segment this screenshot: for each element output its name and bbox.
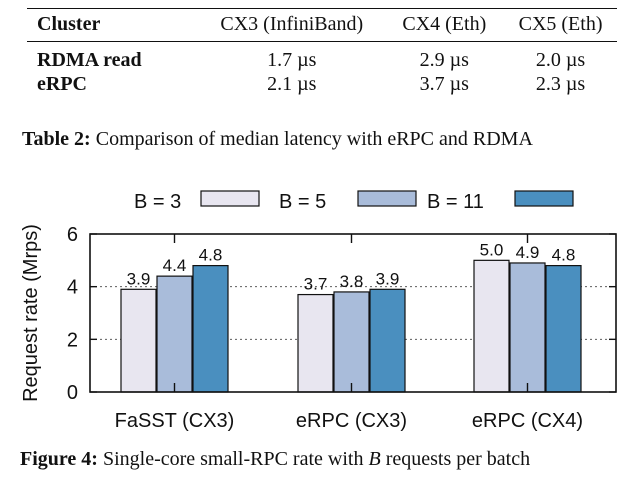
y-tick-label: 6 bbox=[67, 224, 78, 246]
data-label: 4.4 bbox=[163, 256, 187, 275]
header-cx4: CX4 (Eth) bbox=[384, 8, 505, 42]
table-header-row: Cluster CX3 (InfiniBand) CX4 (Eth) CX5 (… bbox=[27, 8, 617, 42]
legend-label: B = 5 bbox=[279, 191, 326, 213]
figure-caption: Figure 4: Single-core small-RPC rate wit… bbox=[20, 448, 530, 471]
latency-table-block: Cluster CX3 (InfiniBand) CX4 (Eth) CX5 (… bbox=[27, 8, 617, 96]
table-row: eRPC 2.1 µs 3.7 µs 2.3 µs bbox=[27, 72, 617, 96]
figure-caption-text-before: Single-core small-RPC rate with bbox=[102, 448, 364, 470]
data-label: 3.8 bbox=[340, 272, 364, 291]
data-label: 4.8 bbox=[552, 246, 576, 265]
data-label: 3.9 bbox=[376, 269, 400, 288]
table-cell: 2.1 µs bbox=[267, 73, 317, 95]
bar-chart: B = 3 B = 5 B = 11 0 2 4 6 Request rate (Mrps)… bbox=[20, 190, 617, 432]
plot-frame bbox=[89, 233, 617, 393]
latency-table: Cluster CX3 (InfiniBand) CX4 (Eth) CX5 (… bbox=[27, 8, 617, 96]
data-label: 5.0 bbox=[480, 240, 504, 259]
legend-swatch bbox=[200, 190, 260, 207]
legend-label: B = 3 bbox=[134, 191, 181, 213]
figure-caption-text-after: requests per batch bbox=[385, 448, 531, 470]
bar bbox=[545, 264, 582, 393]
table-caption-prefix: Table 2: bbox=[22, 128, 91, 150]
y-axis-label: Request rate (Mrps) bbox=[20, 224, 42, 402]
table-cell: 1.7 µs bbox=[267, 49, 317, 71]
data-label: 3.9 bbox=[127, 269, 151, 288]
chart-plot-area: 0 2 4 6 Request rate (Mrps) 3.9 4.4 4.8 FaSST (C… bbox=[20, 224, 617, 432]
row-label-rdma-read: RDMA read bbox=[37, 49, 142, 71]
bar bbox=[192, 264, 229, 393]
header-cx3: CX3 (InfiniBand) bbox=[199, 8, 385, 42]
bar bbox=[509, 262, 546, 393]
bar bbox=[333, 291, 370, 393]
y-tick-label: 4 bbox=[67, 277, 78, 299]
figure-caption-italic: B bbox=[368, 448, 381, 470]
x-tick-label: FaSST (CX3) bbox=[115, 410, 235, 432]
header-cluster: Cluster bbox=[27, 8, 200, 42]
table-top-rule bbox=[27, 8, 617, 9]
bar bbox=[369, 288, 406, 393]
figure-caption-prefix: Figure 4: bbox=[20, 448, 98, 470]
legend-swatch bbox=[514, 190, 574, 207]
table-cell: 3.7 µs bbox=[419, 73, 469, 95]
data-label: 4.8 bbox=[199, 246, 223, 265]
table-caption-text: Comparison of median latency with eRPC a… bbox=[95, 128, 533, 150]
table-cell: 2.3 µs bbox=[535, 73, 586, 95]
row-label-erpc: eRPC bbox=[37, 73, 87, 95]
data-label: 3.7 bbox=[304, 275, 328, 294]
header-cx5: CX5 (Eth) bbox=[504, 8, 617, 42]
bar bbox=[120, 288, 157, 393]
bar bbox=[156, 275, 193, 393]
legend-swatch bbox=[357, 190, 417, 207]
bar bbox=[297, 293, 334, 393]
legend-label: B = 11 bbox=[427, 191, 484, 213]
table-cell: 2.0 µs bbox=[535, 49, 586, 71]
x-tick-label: eRPC (CX4) bbox=[472, 410, 583, 432]
table-cell: 2.9 µs bbox=[419, 49, 469, 71]
table-caption: Table 2: Comparison of median latency wi… bbox=[22, 128, 533, 151]
bar bbox=[473, 259, 510, 393]
chart-legend: B = 3 B = 5 B = 11 bbox=[134, 190, 574, 213]
y-tick-label: 0 bbox=[67, 382, 78, 404]
data-label: 4.9 bbox=[516, 243, 540, 262]
x-tick-label: eRPC (CX3) bbox=[296, 410, 407, 432]
y-tick-label: 2 bbox=[67, 329, 78, 351]
table-row: RDMA read 1.7 µs 2.9 µs 2.0 µs bbox=[27, 42, 617, 73]
